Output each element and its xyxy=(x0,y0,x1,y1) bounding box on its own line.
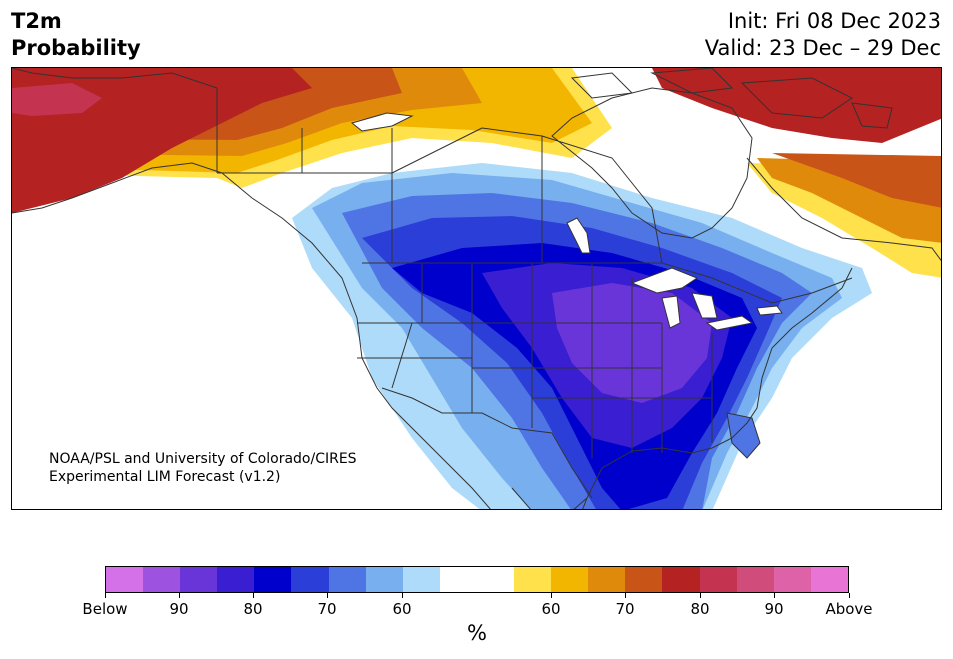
colorbar-tick-mark xyxy=(326,593,328,598)
colorbar-tick-mark xyxy=(699,593,701,598)
great-slave-lake xyxy=(350,112,414,132)
colorbar-cell xyxy=(551,567,589,592)
title-line-2: Probability xyxy=(11,36,141,60)
colorbar-tick-mark xyxy=(104,593,106,598)
colorbar-cell xyxy=(291,567,329,592)
valid-dates: Valid: 23 Dec – 29 Dec xyxy=(704,36,941,60)
colorbar-tick-mark xyxy=(848,593,850,598)
init-date: Init: Fri 08 Dec 2023 xyxy=(727,9,941,33)
credit-line-1: NOAA/PSL and University of Colorado/CIRE… xyxy=(49,451,357,467)
colorbar-cell xyxy=(439,567,477,592)
colorbar-cell xyxy=(736,567,774,592)
lake-winnipeg xyxy=(566,217,591,254)
colorbar-cell xyxy=(365,567,403,592)
colorbar-tick-mark xyxy=(773,593,775,598)
colorbar-cell xyxy=(476,567,515,592)
colorbar-cell xyxy=(773,567,811,592)
border-us-states xyxy=(357,263,713,458)
colorbar-tick-label: 60 xyxy=(541,600,561,618)
colorbar-cell xyxy=(588,567,626,592)
chart-title: T2m Probability xyxy=(11,8,141,62)
colorbar-tick-mark xyxy=(401,593,403,598)
colorbar xyxy=(105,566,849,593)
coastline-west xyxy=(221,172,491,509)
colorbar-tick-label: 80 xyxy=(690,600,710,618)
colorbar-tick-label: 90 xyxy=(169,600,189,618)
colorbar-cell xyxy=(699,567,737,592)
colorbar-cell xyxy=(402,567,440,592)
colorbar-unit: % xyxy=(467,621,487,645)
colorbar-cell xyxy=(514,567,552,592)
credit-line-2: Experimental LIM Forecast (v1.2) xyxy=(49,469,281,485)
cold-region-florida xyxy=(727,413,760,458)
colorbar-tick-label: 80 xyxy=(243,600,263,618)
colorbar-tick-label: Below xyxy=(82,600,128,618)
colorbar-cell xyxy=(217,567,255,592)
colorbar-cell xyxy=(106,567,144,592)
warm-region-rose-alaska xyxy=(12,83,102,116)
forecast-dates: Init: Fri 08 Dec 2023 Valid: 23 Dec – 29… xyxy=(705,8,941,62)
map-svg xyxy=(12,68,941,509)
colorbar-cell xyxy=(328,567,366,592)
coastline-labrador xyxy=(746,157,941,262)
border-us-mexico xyxy=(381,387,593,499)
colorbar-cell xyxy=(254,567,292,592)
colorbar-tick-mark xyxy=(624,593,626,598)
colorbar-tick-label: 60 xyxy=(392,600,412,618)
coastline-arctic-islands xyxy=(570,68,893,129)
colorbar-cell xyxy=(662,567,700,592)
colorbar-cell xyxy=(143,567,181,592)
colorbar-tick-mark xyxy=(252,593,254,598)
colorbar-cell xyxy=(625,567,663,592)
forecast-map xyxy=(11,67,942,510)
border-canada-provinces xyxy=(217,127,663,264)
state-province-borders xyxy=(12,68,941,509)
colorbar-tick-label: 90 xyxy=(764,600,784,618)
border-us-canada xyxy=(362,262,853,304)
colorbar-tick-mark xyxy=(550,593,552,598)
warm-region-red-greenland xyxy=(652,68,941,143)
colorbar-tick-mark xyxy=(178,593,180,598)
colorbar-tick-label: 70 xyxy=(615,600,635,618)
great-lakes xyxy=(630,267,783,331)
warm-region-rust-east xyxy=(772,153,941,208)
colorbar-cell xyxy=(810,567,848,592)
coastline-east xyxy=(582,267,853,509)
coastline-mexico-gulf xyxy=(511,487,588,509)
colorbar-tick-label: Above xyxy=(825,600,873,618)
coastline-florida xyxy=(726,412,761,459)
data-credit: NOAA/PSL and University of Colorado/CIRE… xyxy=(49,450,357,486)
coastline-alaska xyxy=(12,68,223,214)
colorbar-cell xyxy=(180,567,218,592)
colorbar-tick-label: 70 xyxy=(317,600,337,618)
title-line-1: T2m xyxy=(11,9,62,33)
